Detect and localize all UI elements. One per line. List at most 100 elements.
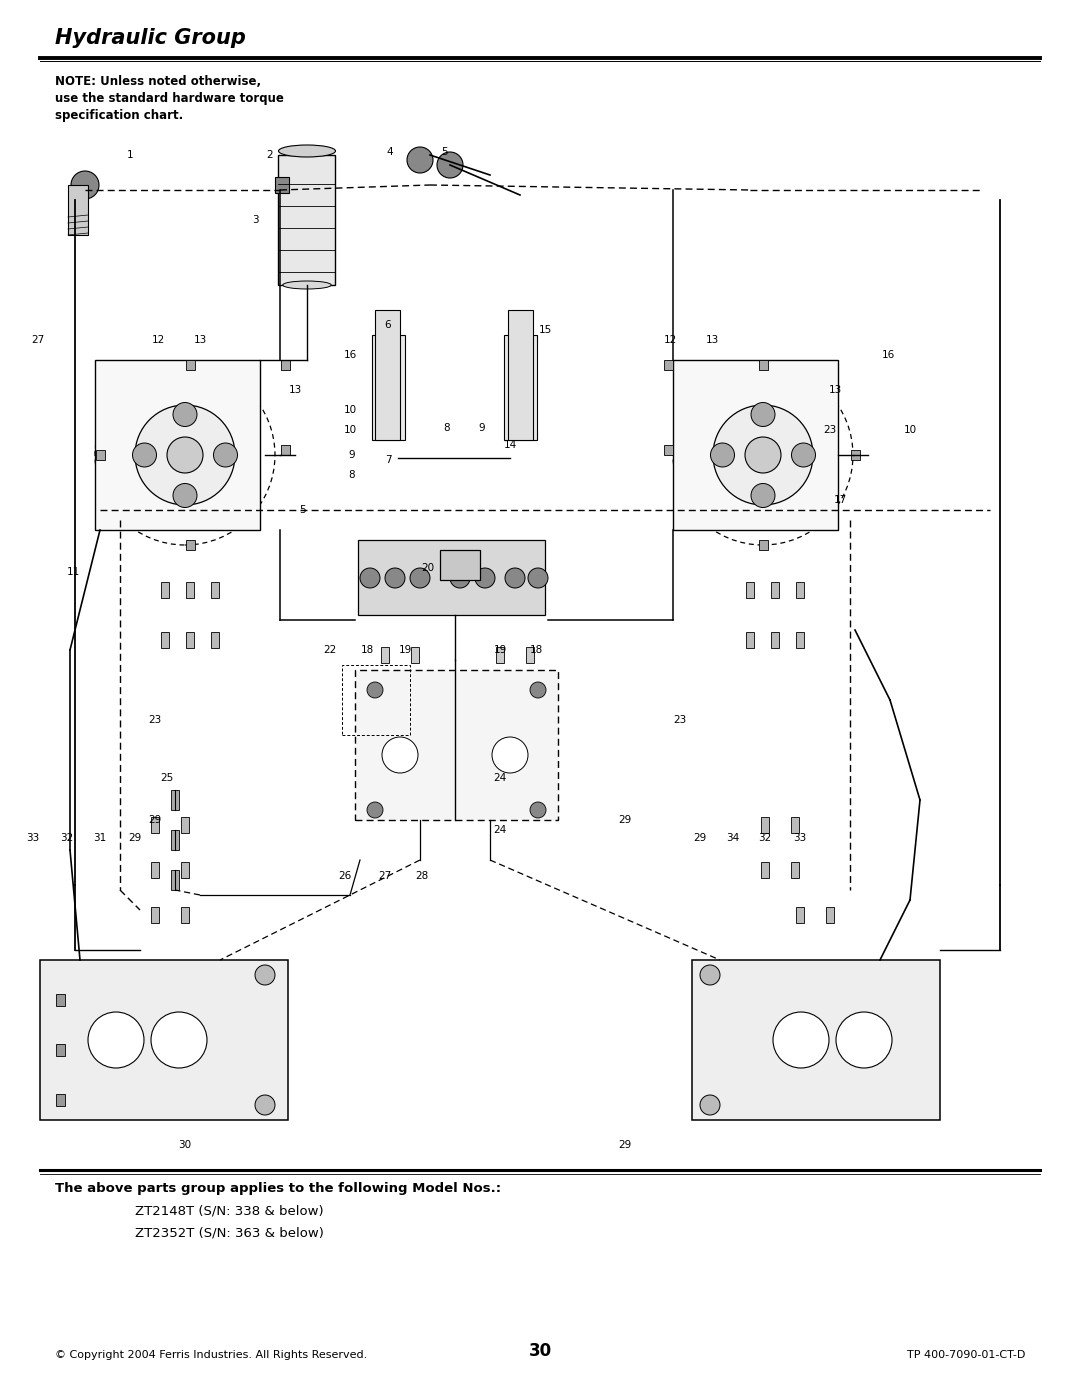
Text: 10: 10 xyxy=(343,425,356,434)
Circle shape xyxy=(713,405,813,504)
Text: 30: 30 xyxy=(178,1140,191,1150)
Bar xyxy=(68,184,87,235)
Bar xyxy=(171,870,179,890)
Bar xyxy=(526,647,534,664)
Circle shape xyxy=(528,569,548,588)
Bar xyxy=(151,862,159,877)
Bar xyxy=(372,335,405,440)
Text: 30: 30 xyxy=(528,1343,552,1361)
Circle shape xyxy=(255,965,275,985)
Text: 1: 1 xyxy=(126,149,133,161)
Bar xyxy=(851,450,860,460)
Circle shape xyxy=(700,965,720,985)
Circle shape xyxy=(173,483,197,507)
Text: 18: 18 xyxy=(361,645,374,655)
Circle shape xyxy=(530,682,546,698)
Bar xyxy=(211,583,219,598)
Text: 17: 17 xyxy=(834,495,847,504)
Circle shape xyxy=(711,443,734,467)
Circle shape xyxy=(410,569,430,588)
Text: ZT2148T (S/N: 338 & below): ZT2148T (S/N: 338 & below) xyxy=(135,1204,324,1217)
Circle shape xyxy=(407,147,433,173)
Text: 13: 13 xyxy=(828,386,841,395)
Bar xyxy=(95,450,105,460)
Bar xyxy=(796,631,804,648)
Text: The above parts group applies to the following Model Nos.:: The above parts group applies to the fol… xyxy=(55,1182,501,1194)
Bar xyxy=(761,817,769,833)
Bar xyxy=(40,960,288,1120)
Circle shape xyxy=(382,738,418,773)
Circle shape xyxy=(475,569,495,588)
Bar xyxy=(186,541,194,550)
Text: ZT2352T (S/N: 363 & below): ZT2352T (S/N: 363 & below) xyxy=(135,1227,324,1239)
Bar xyxy=(278,155,335,285)
Bar xyxy=(746,583,754,598)
Text: 19: 19 xyxy=(494,645,507,655)
Bar xyxy=(771,583,779,598)
Circle shape xyxy=(151,1011,207,1067)
Bar xyxy=(375,310,400,440)
Text: 23: 23 xyxy=(673,715,687,725)
Bar xyxy=(381,647,389,664)
Circle shape xyxy=(437,152,463,177)
Bar xyxy=(440,550,480,580)
Text: 13: 13 xyxy=(193,335,206,345)
Circle shape xyxy=(700,1095,720,1115)
Text: TP 400-7090-01-CT-D: TP 400-7090-01-CT-D xyxy=(906,1350,1025,1361)
Bar xyxy=(746,631,754,648)
Bar xyxy=(771,631,779,648)
Circle shape xyxy=(167,437,203,474)
Text: use the standard hardware torque: use the standard hardware torque xyxy=(55,92,284,105)
Bar xyxy=(171,830,179,849)
Text: 22: 22 xyxy=(323,645,337,655)
Text: 24: 24 xyxy=(494,826,507,835)
Text: 18: 18 xyxy=(529,645,542,655)
Bar xyxy=(181,907,189,923)
Bar xyxy=(673,360,838,529)
Circle shape xyxy=(367,802,383,819)
Bar xyxy=(56,1094,65,1106)
Bar xyxy=(171,789,179,810)
Text: 10: 10 xyxy=(343,405,356,415)
Text: 13: 13 xyxy=(705,335,718,345)
Bar xyxy=(826,907,834,923)
Bar xyxy=(663,446,673,455)
Bar xyxy=(181,817,189,833)
Bar xyxy=(211,631,219,648)
Bar xyxy=(281,446,289,455)
Bar xyxy=(56,1044,65,1056)
Bar xyxy=(692,960,940,1120)
Text: 26: 26 xyxy=(338,870,352,882)
Bar xyxy=(161,631,168,648)
Text: 23: 23 xyxy=(148,715,162,725)
Bar xyxy=(411,647,419,664)
Circle shape xyxy=(360,569,380,588)
Bar xyxy=(496,647,504,664)
Text: 20: 20 xyxy=(421,563,434,573)
Text: 16: 16 xyxy=(881,351,894,360)
Bar xyxy=(281,360,289,370)
Text: © Copyright 2004 Ferris Industries. All Rights Reserved.: © Copyright 2004 Ferris Industries. All … xyxy=(55,1350,367,1361)
Text: 12: 12 xyxy=(663,335,677,345)
Text: 5: 5 xyxy=(442,147,448,156)
Text: 25: 25 xyxy=(160,773,174,782)
Circle shape xyxy=(173,402,197,426)
Text: 4: 4 xyxy=(387,147,393,156)
Circle shape xyxy=(255,1095,275,1115)
Bar xyxy=(791,817,799,833)
Text: 32: 32 xyxy=(758,833,771,842)
Bar xyxy=(161,583,168,598)
Text: 9: 9 xyxy=(349,450,355,460)
Text: 33: 33 xyxy=(794,833,807,842)
Bar xyxy=(186,360,194,370)
Bar xyxy=(791,862,799,877)
Circle shape xyxy=(792,443,815,467)
Bar xyxy=(761,862,769,877)
Bar xyxy=(275,177,289,193)
Text: 7: 7 xyxy=(384,455,391,465)
Circle shape xyxy=(836,1011,892,1067)
Text: 29: 29 xyxy=(619,814,632,826)
Text: 15: 15 xyxy=(538,326,552,335)
Circle shape xyxy=(214,443,238,467)
Bar xyxy=(151,907,159,923)
